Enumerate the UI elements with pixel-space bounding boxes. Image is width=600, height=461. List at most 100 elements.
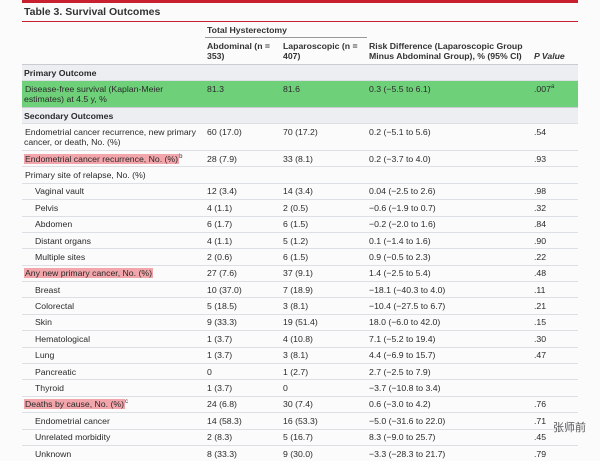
cell-text: .47: [534, 350, 547, 361]
cell-text: .93: [534, 153, 547, 164]
cell-text: 4 (10.8): [283, 333, 313, 344]
table-row: Unrelated morbidity 2 (8.3) 5 (16.7) 8.3 (−…: [22, 428, 579, 446]
cell: .30: [532, 330, 579, 348]
cell-text: 6 (1.5): [283, 219, 309, 230]
cell: 81.6: [281, 80, 368, 108]
table: Total Hysterectomy Risk Difference (Lapa…: [22, 22, 579, 461]
table-row: Colorectal 5 (18.5) 3 (8.1) −10.4 (−27.5 to…: [22, 297, 579, 315]
row-label: Hematological: [22, 330, 205, 348]
cell: 1 (3.7): [205, 379, 281, 397]
cell: 10 (37.0): [205, 281, 281, 298]
row-label-text: Pancreatic: [35, 366, 77, 377]
row-label-text: Endometrial cancer recurrence, No. (%): [24, 153, 180, 164]
table-row: Pelvis 4 (1.1) 2 (0.5) −0.6 (−1.9 to 0.7) .3…: [22, 199, 579, 217]
column-header: Laparoscopic (n = 407): [283, 40, 358, 62]
cell-text: 14 (58.3): [207, 415, 242, 426]
row-label: Breast: [22, 281, 205, 298]
blank: [22, 22, 205, 38]
row-label: Endometrial cancer recurrence, new prima…: [22, 123, 205, 151]
cell-text: 2 (0.5): [283, 202, 309, 213]
cell-text: 8.3 (−9.0 to 25.7): [369, 432, 436, 443]
table-figure: Table 3. Survival Outcomes Total Hystere…: [22, 0, 579, 461]
cell: −3.3 (−28.3 to 21.7): [367, 444, 533, 461]
cell-text: .54: [534, 126, 547, 137]
row-label: Lung: [22, 346, 205, 364]
cell-text: 2.7 (−2.5 to 7.9): [369, 366, 431, 377]
table-title: Table 3. Survival Outcomes: [22, 5, 578, 22]
table-row: Deaths by cause, No. (%)c 24 (6.8) 30 (7.4…: [22, 395, 579, 413]
row-label-text: Deaths by cause, No. (%): [24, 399, 125, 410]
row-label-text: Pelvis: [35, 202, 59, 213]
cell: 0.3 (−5.5 to 6.1): [367, 80, 533, 108]
cell: .90: [532, 231, 579, 249]
cell: 6 (1.7): [205, 215, 281, 233]
cell: 7.1 (−5.2 to 19.4): [367, 330, 533, 348]
cell-text: −0.2 (−2.0 to 1.6): [369, 219, 436, 230]
table-row: Unknown 8 (33.3) 9 (30.0) −3.3 (−28.3 to 21…: [22, 444, 579, 461]
cell: 4 (1.1): [205, 231, 281, 249]
cell: 7 (18.9): [281, 281, 368, 298]
cell-text: −3.3 (−28.3 to 21.7): [369, 448, 446, 459]
cell: 2 (0.5): [281, 199, 368, 217]
cell-text: 7.1 (−5.2 to 19.4): [369, 333, 436, 344]
cell: 19 (51.4): [281, 313, 368, 331]
table-row: Breast 10 (37.0) 7 (18.9) −18.1 (−40.3 to 4…: [22, 281, 579, 298]
cell-text: .45: [534, 432, 547, 443]
cell-text: .76: [534, 399, 547, 410]
cell-text: 6 (1.5): [283, 251, 309, 262]
column-header: Risk Difference (Laparoscopic Group Minu…: [369, 40, 523, 62]
row-label-text: Skin: [35, 317, 52, 328]
cell: 4.4 (−6.9 to 15.7): [367, 346, 533, 364]
page: Table 3. Survival Outcomes Total Hystere…: [22, 0, 586, 461]
cell-text: .84: [534, 219, 547, 230]
cell-text: 12 (3.4): [207, 186, 237, 197]
cell: .76: [532, 395, 579, 413]
cell: 18.0 (−6.0 to 42.0): [367, 313, 533, 331]
cell-text: .30: [534, 333, 547, 344]
footnote-mark: a: [550, 84, 555, 91]
section-title: Primary Outcome: [22, 63, 579, 81]
cell-text: 1 (3.7): [207, 383, 233, 394]
cell-text: 4 (1.1): [207, 202, 233, 213]
section-row: Secondary Outcomes: [22, 106, 579, 124]
row-label: Pelvis: [22, 199, 205, 217]
table-row: Lung 1 (3.7) 3 (8.1) 4.4 (−6.9 to 15.7) .47: [22, 346, 579, 364]
table-row: Endometrial cancer recurrence, No. (%)b 2…: [22, 149, 579, 167]
cell-text: 0.2 (−5.1 to 5.6): [369, 126, 431, 137]
footnote-mark: c: [124, 399, 128, 406]
cell-text: 0.6 (−3.0 to 4.2): [369, 399, 431, 410]
cell-text: 3 (8.1): [283, 350, 309, 361]
cell-text: 5 (16.7): [283, 432, 313, 443]
cell-text: 60 (17.0): [207, 126, 242, 137]
row-label: Pancreatic: [22, 363, 205, 380]
cell-text: 14 (3.4): [283, 186, 313, 197]
cell: 37 (9.1): [281, 264, 368, 282]
cell-text: .48: [534, 268, 547, 279]
row-label-text: Hematological: [35, 333, 91, 344]
cell: .47: [532, 346, 579, 364]
cell-text: .007: [534, 83, 551, 94]
cell: [532, 379, 579, 397]
cell: 28 (7.9): [205, 149, 281, 167]
table-row: Hematological 1 (3.7) 4 (10.8) 7.1 (−5.2 to…: [22, 330, 579, 348]
cell-text: 1 (2.7): [283, 366, 309, 377]
row-label: Unknown: [22, 444, 205, 461]
cell: 0.2 (−5.1 to 5.6): [367, 123, 533, 151]
row-label: Multiple sites: [22, 248, 205, 266]
section-title: Secondary Outcomes: [22, 106, 579, 124]
cell: .32: [532, 199, 579, 217]
cell: 16 (53.3): [281, 412, 368, 430]
column-header: Abdominal (n = 353): [207, 40, 270, 62]
cell: 2.7 (−2.5 to 7.9): [367, 363, 533, 380]
cell: 70 (17.2): [281, 123, 368, 151]
cell: .15: [532, 313, 579, 331]
cell: 0: [205, 363, 281, 380]
row-label: Vaginal vault: [22, 182, 205, 200]
cell-text: 9 (33.3): [207, 317, 237, 328]
cell-text: −0.6 (−1.9 to 0.7): [369, 202, 436, 213]
cell-text: 70 (17.2): [283, 126, 318, 137]
cell: −18.1 (−40.3 to 4.0): [367, 281, 533, 298]
cell-text: 30 (7.4): [283, 399, 313, 410]
table-row: Disease-free survival (Kaplan-Meier esti…: [22, 80, 579, 108]
cell-text: 0.04 (−2.5 to 2.6): [369, 186, 436, 197]
